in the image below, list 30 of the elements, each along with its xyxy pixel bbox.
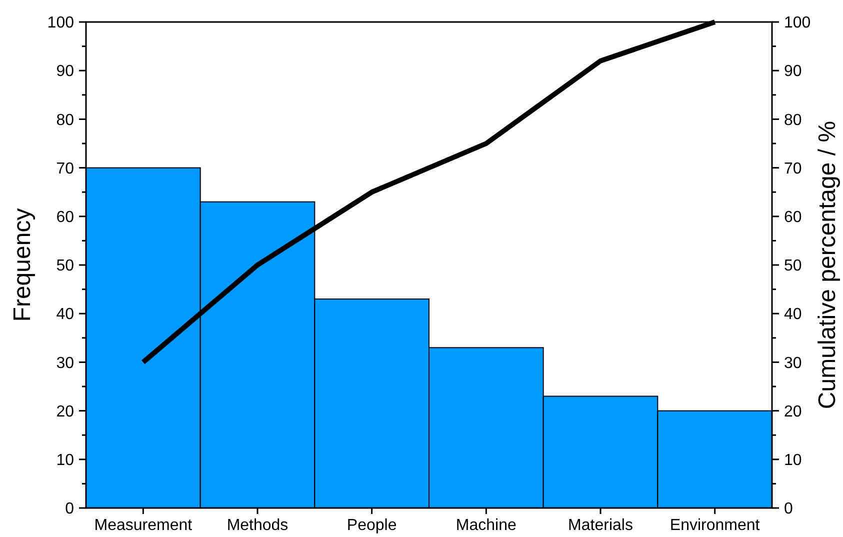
y-tick-label: 100 (47, 14, 74, 32)
y2-tick-label: 90 (784, 63, 802, 80)
y-tick-label: 80 (56, 112, 74, 129)
y2-tick-label: 0 (784, 500, 793, 518)
y-tick-label: 20 (56, 403, 74, 420)
x-tick-label: Materials (568, 517, 633, 534)
y2-axis-title: Cumulative percentage / % (814, 120, 841, 410)
y2-tick-label: 20 (784, 403, 802, 420)
y2-tick-label: 100 (784, 14, 811, 32)
y2-tick-label: 30 (784, 354, 802, 372)
x-tick-label: Methods (226, 517, 288, 534)
x-tick-label: Environment (670, 517, 760, 534)
y-tick-label: 30 (56, 354, 74, 372)
y-axis-title: Frequency (9, 208, 36, 322)
y-tick-label: 40 (56, 306, 74, 324)
x-tick-label: Machine (456, 517, 517, 534)
y2-tick-label: 80 (784, 112, 802, 129)
y-tick-label: 90 (56, 63, 74, 80)
y2-tick-label: 70 (784, 160, 802, 178)
y-tick-label: 10 (56, 452, 74, 469)
y-tick-label: 50 (56, 258, 74, 275)
y2-tick-label: 50 (784, 258, 802, 275)
y-tick-label: 70 (56, 160, 74, 178)
y2-tick-label: 10 (784, 452, 802, 469)
x-tick-label: People (346, 517, 397, 534)
y-tick-label: 60 (56, 209, 74, 226)
y-tick-label: 0 (65, 500, 74, 518)
y2-tick-label: 60 (784, 209, 802, 226)
x-tick-label: Measurement (94, 517, 193, 534)
y2-tick-label: 40 (784, 306, 802, 324)
